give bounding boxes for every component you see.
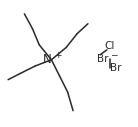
Text: Cl: Cl (104, 41, 115, 51)
Text: Br: Br (97, 54, 109, 64)
Text: Br: Br (110, 64, 121, 73)
Text: N: N (43, 53, 51, 66)
Text: −: − (110, 50, 117, 59)
Text: +: + (54, 51, 62, 60)
